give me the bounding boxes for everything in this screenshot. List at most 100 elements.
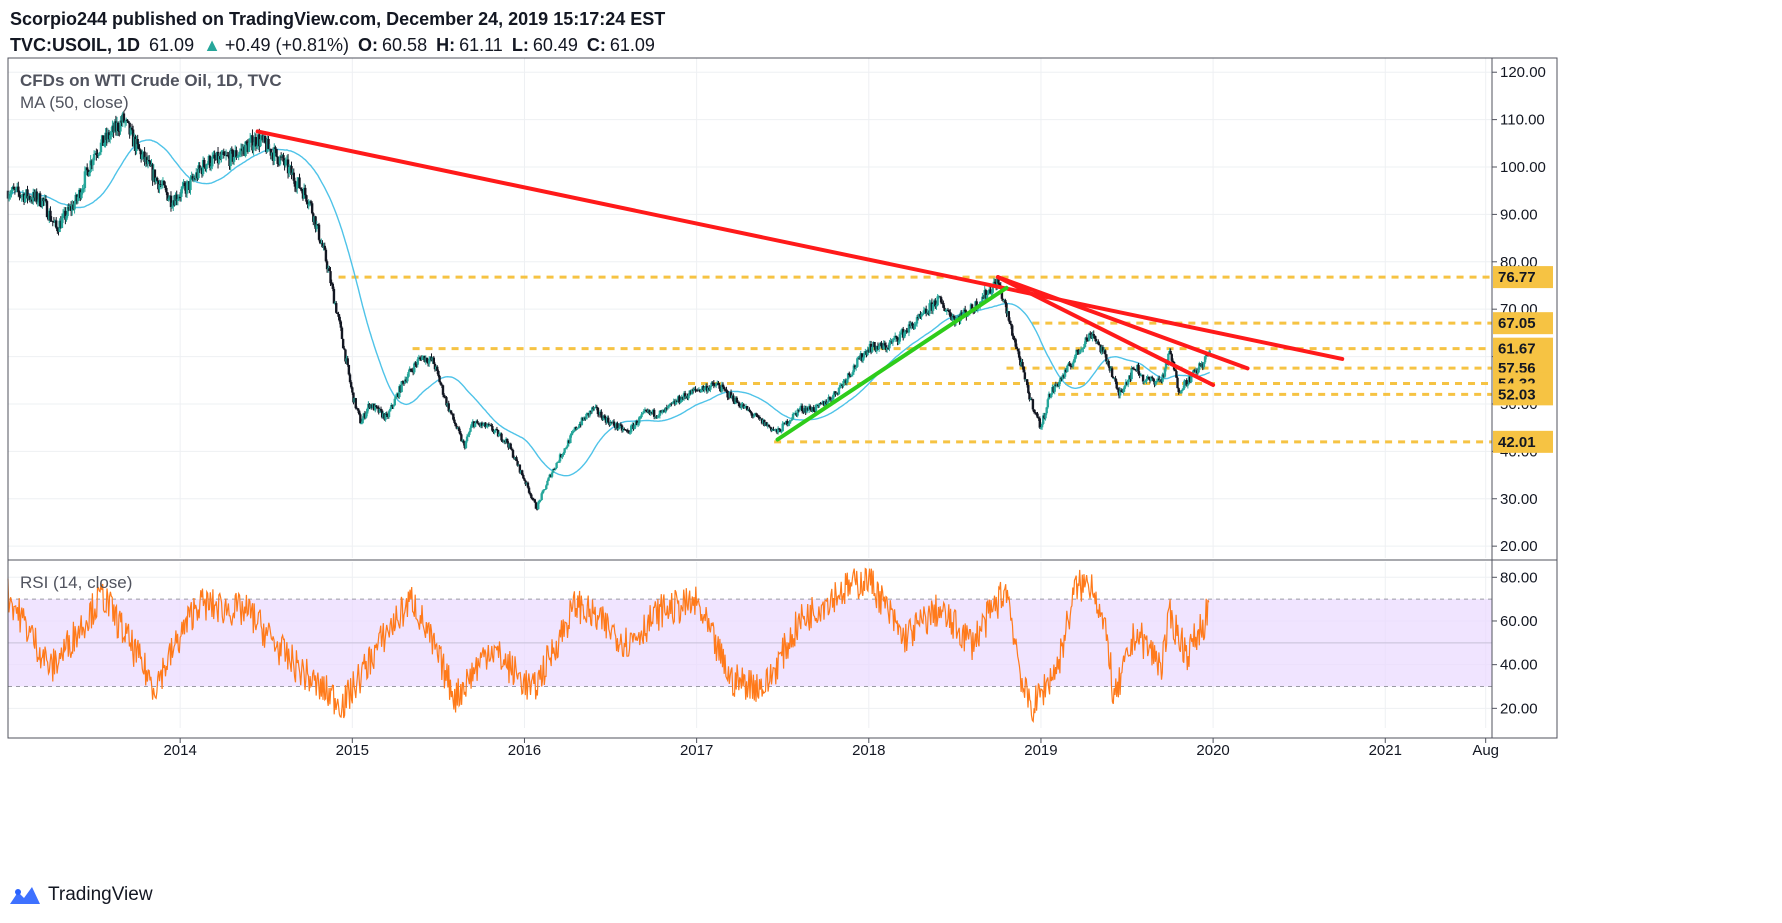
candle-body (721, 384, 725, 388)
candle-body (61, 213, 65, 218)
candle-body (35, 191, 38, 203)
candle-body (633, 425, 636, 430)
candle-body (1045, 407, 1048, 414)
candle-body (770, 427, 773, 431)
candle-body (1202, 362, 1206, 368)
candle-body (1063, 369, 1067, 377)
candle-body (660, 411, 664, 413)
candle-body (1118, 390, 1122, 396)
candle-body (516, 461, 519, 466)
candle-body (787, 423, 790, 426)
candle-body (274, 147, 277, 150)
candle-body (524, 480, 527, 485)
time-tick-label: 2015 (336, 742, 369, 759)
candle-body (64, 210, 67, 220)
candle-body (1001, 298, 1005, 301)
candle-body (481, 424, 485, 426)
candle-body (1177, 388, 1180, 393)
time-axis[interactable]: 2014 2015 2016 2017 2018 2019 2020 2021 Aug (163, 738, 1499, 759)
candle-body (644, 409, 648, 411)
candle-body (921, 314, 924, 316)
candle-body (364, 413, 368, 418)
candle-body (1079, 349, 1083, 351)
candle-body (496, 430, 500, 437)
candle-body (703, 387, 706, 391)
rsi-tick-label: 80.00 (1500, 569, 1538, 586)
close-label: C: (586, 35, 606, 55)
close-value: 61.09 (609, 35, 655, 55)
candle-body (1198, 363, 1201, 370)
candle-body (1196, 369, 1200, 373)
candle-body (788, 421, 791, 424)
candle-body (1069, 365, 1072, 367)
candle-body (209, 166, 213, 168)
candle-body (540, 493, 543, 501)
candle-body (1000, 288, 1004, 299)
candle-body (95, 153, 98, 155)
candle-body (476, 421, 479, 424)
candle-body (1068, 363, 1071, 366)
candle-body (880, 342, 883, 346)
candle-body (986, 290, 990, 296)
candle-body (928, 303, 931, 314)
candle-body (441, 385, 445, 395)
rsi-pane-title: RSI (14, close) (20, 573, 132, 592)
candle-body (449, 410, 453, 414)
time-tick-label: 2020 (1196, 742, 1229, 759)
candle-body (83, 171, 87, 189)
candle-body (648, 410, 651, 414)
candle-body (638, 417, 641, 424)
candle-body (390, 404, 393, 409)
candle-body (558, 454, 562, 462)
candle-body (801, 405, 804, 412)
candle-body (165, 187, 168, 193)
candle-body (641, 412, 644, 415)
candle-body (493, 430, 496, 433)
candle-body (891, 339, 895, 343)
candle-body (251, 135, 254, 151)
candle-body (619, 424, 623, 426)
candle-body (963, 309, 967, 312)
candle-body (877, 346, 881, 350)
outer-border (7, 57, 1558, 739)
candle-body (924, 308, 928, 314)
candle-body (832, 395, 835, 400)
candle-body (255, 146, 259, 148)
candle-body (7, 195, 11, 199)
candle-body (394, 396, 398, 399)
candle-body (852, 365, 856, 373)
candle-body (315, 224, 318, 229)
candle-body (1174, 369, 1177, 372)
candle-body (323, 245, 326, 250)
candle-body (459, 431, 462, 435)
candle-body (310, 203, 314, 214)
candle-body (375, 405, 378, 407)
price-axis[interactable]: 120.00110.00100.0090.0080.0070.0060.0050… (1492, 64, 1553, 717)
candle-body (780, 431, 783, 433)
candle-body (1126, 380, 1130, 385)
candle-body (1032, 409, 1036, 413)
candle-body (236, 156, 239, 158)
candle-body (990, 292, 993, 294)
candle-body (680, 396, 683, 402)
low-label: L: (511, 35, 529, 55)
candle-body (1122, 388, 1125, 393)
candle-body (781, 423, 784, 432)
level-price-tag (1493, 337, 1553, 360)
candle-body (563, 448, 566, 453)
candle-body (358, 410, 361, 415)
candle-body (949, 312, 952, 317)
candle-body (541, 490, 545, 494)
candle-body (510, 448, 514, 451)
candle-body (1059, 377, 1062, 382)
candle-body (374, 405, 377, 411)
candle-body (914, 323, 918, 325)
candle-body (873, 341, 876, 348)
candle-body (352, 392, 355, 403)
candle-body (159, 184, 162, 186)
candle-body (1170, 354, 1173, 361)
candle-body (962, 309, 966, 314)
candle-body (344, 349, 347, 362)
candle-body (898, 334, 901, 342)
